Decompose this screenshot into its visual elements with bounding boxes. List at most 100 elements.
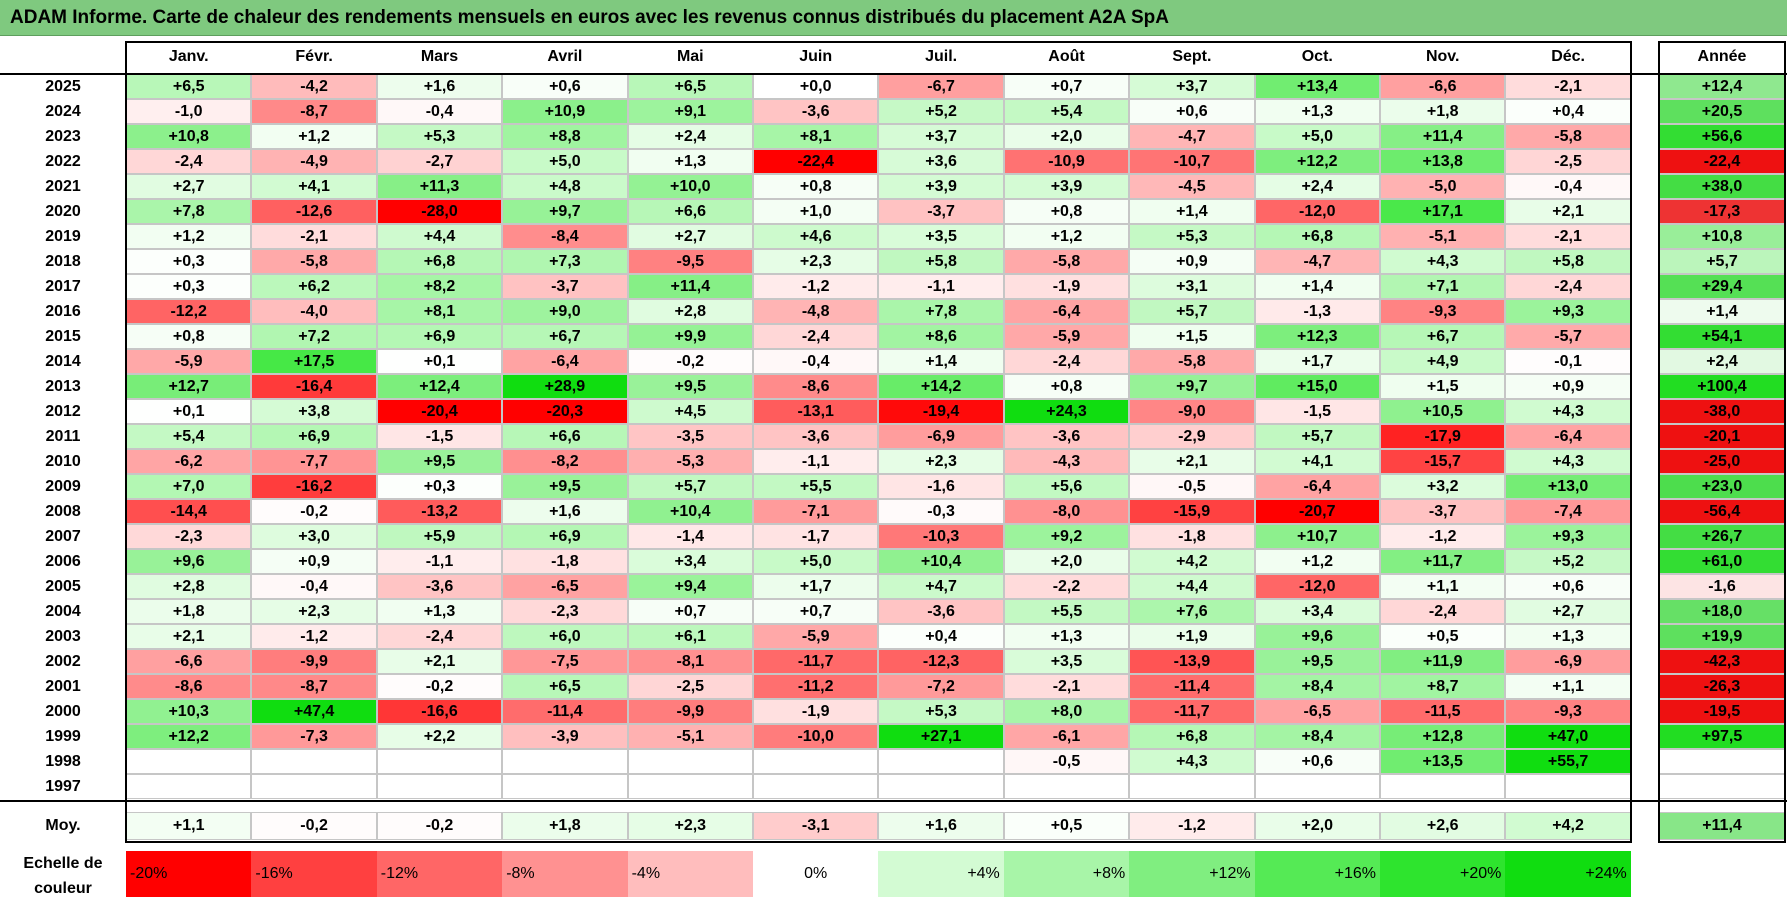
heatmap-cell: +4,8 (502, 174, 628, 199)
heatmap-cell: +7,6 (1129, 599, 1255, 624)
heatmap-cell: +3,6 (878, 149, 1004, 174)
heatmap-cell: -2,3 (502, 599, 628, 624)
heatmap-cell: -15,9 (1129, 499, 1255, 524)
heatmap-cell: -13,1 (753, 399, 879, 424)
year-label: 2009 (45, 477, 81, 495)
heatmap-cell: -1,2 (251, 624, 377, 649)
heatmap-cell: +0,4 (878, 624, 1004, 649)
heatmap-cell: +17,5 (251, 349, 377, 374)
heatmap-cell: -2,5 (627, 674, 753, 699)
year-label: 2010 (45, 452, 81, 470)
heatmap-cell: -19,4 (878, 399, 1004, 424)
heatmap-cell: +11,3 (376, 174, 503, 199)
heatmap-cell: -3,7 (1380, 499, 1506, 524)
heatmap-cell: +2,8 (627, 299, 753, 324)
annual-cell (1659, 749, 1785, 774)
heatmap-cell: -2,9 (1129, 424, 1255, 449)
heatmap-cell: +2,8 (126, 574, 252, 599)
annual-cell: -56,4 (1659, 499, 1785, 524)
heatmap-cell: +6,0 (502, 624, 628, 649)
heatmap-cell: -1,3 (1254, 299, 1380, 324)
heatmap-cell: -11,7 (753, 649, 879, 674)
heatmap-cell: -2,1 (1003, 674, 1130, 699)
heatmap-cell: -11,5 (1380, 699, 1506, 724)
heatmap-cell: +6,2 (251, 274, 377, 299)
heatmap-cell: +1,4 (878, 349, 1004, 374)
annual-cell: +20,5 (1659, 99, 1785, 124)
heatmap-cell: +0,8 (126, 324, 252, 349)
heatmap-cell: -11,2 (753, 674, 879, 699)
month-header: Juin (799, 48, 833, 65)
heatmap-cell: -0,5 (1129, 474, 1255, 499)
heatmap-cell: +12,3 (1254, 324, 1380, 349)
heatmap-cell: -0,2 (627, 349, 753, 374)
year-label: 2014 (45, 352, 81, 370)
heatmap-cell: +0,0 (753, 74, 879, 99)
heatmap-cell: -7,3 (251, 724, 377, 749)
heatmap-cell: -8,4 (502, 224, 628, 249)
heatmap-cell: +1,5 (1380, 374, 1506, 399)
annual-cell: +100,4 (1659, 374, 1785, 399)
month-header: Juil. (925, 48, 958, 65)
heatmap-cell: -4,3 (1003, 449, 1130, 474)
average-cell: -0,2 (376, 812, 503, 840)
heatmap-cell (126, 749, 252, 774)
scale-swatch: +12% (1129, 851, 1255, 897)
annual-cell: +38,0 (1659, 174, 1785, 199)
heatmap-cell: -7,5 (502, 649, 628, 674)
heatmap-cell: +6,5 (126, 74, 252, 99)
heatmap-cell: -3,6 (376, 574, 503, 599)
heatmap-cell: +0,6 (1505, 574, 1631, 599)
heatmap-cell: +0,6 (1129, 99, 1255, 124)
heatmap-cell: +5,2 (1505, 549, 1631, 574)
heatmap-cell: +8,4 (1254, 724, 1380, 749)
year-label: 2024 (45, 102, 81, 120)
average-cell: +4,2 (1505, 812, 1631, 840)
scale-swatch: -16% (251, 851, 377, 897)
month-header: Janv. (168, 48, 209, 65)
heatmap-cell: +1,2 (1003, 224, 1130, 249)
heatmap-cell: +13,0 (1505, 474, 1631, 499)
heatmap-cell: +1,2 (126, 224, 252, 249)
heatmap-cell: +5,3 (1129, 224, 1255, 249)
heatmap-cell: +5,3 (878, 699, 1004, 724)
heatmap-cell: -2,4 (126, 149, 252, 174)
heatmap-cell: -0,4 (376, 99, 503, 124)
heatmap-cell: -10,7 (1129, 149, 1255, 174)
heatmap-cell: -3,5 (627, 424, 753, 449)
heatmap-cell: +1,5 (1129, 324, 1255, 349)
heatmap-cell: +0,6 (1254, 749, 1380, 774)
heatmap-cell (753, 749, 879, 774)
heatmap-cell: +1,2 (251, 124, 377, 149)
heatmap-cell: -1,8 (1129, 524, 1255, 549)
heatmap-cell: +1,3 (1505, 624, 1631, 649)
heatmap-cell: +0,3 (376, 474, 503, 499)
heatmap-cell: -16,4 (251, 374, 377, 399)
heatmap-cell: -1,5 (1254, 399, 1380, 424)
heatmap-cell: -9,3 (1380, 299, 1506, 324)
heatmap-cell: -1,0 (126, 99, 252, 124)
heatmap-cell (1380, 774, 1506, 799)
heatmap-cell: +10,5 (1380, 399, 1506, 424)
year-label: 2005 (45, 577, 81, 595)
heatmap-cell: -1,5 (376, 424, 503, 449)
heatmap-cell: -22,4 (753, 149, 879, 174)
annual-cell: +12,4 (1659, 74, 1785, 99)
heatmap-cell: -20,7 (1254, 499, 1380, 524)
heatmap-cell (753, 774, 879, 799)
year-label: 2016 (45, 302, 81, 320)
heatmap-cell: +2,0 (1003, 549, 1130, 574)
heatmap-cell: +1,8 (126, 599, 252, 624)
heatmap-cell: +4,2 (1129, 549, 1255, 574)
heatmap-cell: +0,7 (753, 599, 879, 624)
annual-cell: -1,6 (1659, 574, 1785, 599)
heatmap-cell: +9,1 (627, 99, 753, 124)
heatmap-cell: +12,2 (126, 724, 252, 749)
heatmap-cell: +1,6 (502, 499, 628, 524)
heatmap-cell: +5,3 (376, 124, 503, 149)
heatmap-cell: -5,8 (251, 249, 377, 274)
heatmap-cell: -5,3 (627, 449, 753, 474)
heatmap-cell: +6,5 (627, 74, 753, 99)
heatmap-cell: -5,8 (1129, 349, 1255, 374)
heatmap-cell: +1,1 (1505, 674, 1631, 699)
